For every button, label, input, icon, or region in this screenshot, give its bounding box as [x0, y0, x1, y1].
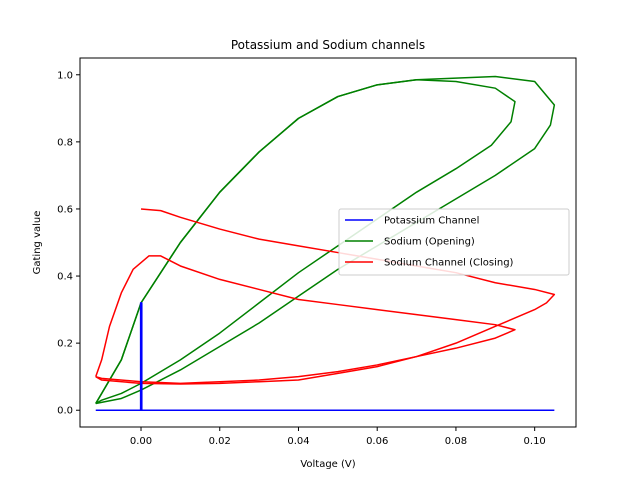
y-axis-label: Gating value — [32, 211, 43, 275]
y-tick-label: 0.8 — [57, 137, 73, 148]
y-tick-label: 0.6 — [57, 204, 73, 215]
legend-label: Sodium (Opening) — [384, 237, 475, 248]
series-line — [139, 302, 143, 411]
series-line — [95, 208, 556, 385]
plot-area — [79, 57, 577, 428]
y-tick-label: 0.4 — [57, 272, 73, 283]
series-line — [95, 255, 516, 385]
x-tick-label: 0.04 — [287, 436, 309, 447]
x-tick-label: 0.00 — [130, 436, 152, 447]
legend: Potassium Channel Sodium (Opening) Sodium … — [338, 208, 570, 276]
y-axis: 0.0 0.2 0.4 0.6 0.8 1.0 — [57, 70, 80, 417]
x-tick-label: 0.02 — [209, 436, 231, 447]
y-tick-label: 0.0 — [57, 406, 73, 417]
series-line — [95, 75, 556, 405]
y-tick-label: 0.2 — [57, 339, 73, 350]
x-tick-label: 0.08 — [445, 436, 467, 447]
legend-box — [338, 208, 570, 276]
chart-title: Potassium and Sodium channels — [231, 38, 425, 52]
x-axis: 0.00 0.02 0.04 0.06 0.08 0.10 — [130, 427, 546, 447]
legend-label: Potassium Channel — [384, 216, 479, 227]
legend-label: Sodium Channel (Closing) — [384, 258, 514, 269]
x-tick-label: 0.10 — [524, 436, 546, 447]
series-layer — [95, 75, 556, 411]
plot-frame — [79, 57, 577, 428]
y-tick-label: 1.0 — [57, 70, 73, 81]
x-axis-label: Voltage (V) — [300, 459, 355, 470]
x-tick-label: 0.06 — [366, 436, 388, 447]
